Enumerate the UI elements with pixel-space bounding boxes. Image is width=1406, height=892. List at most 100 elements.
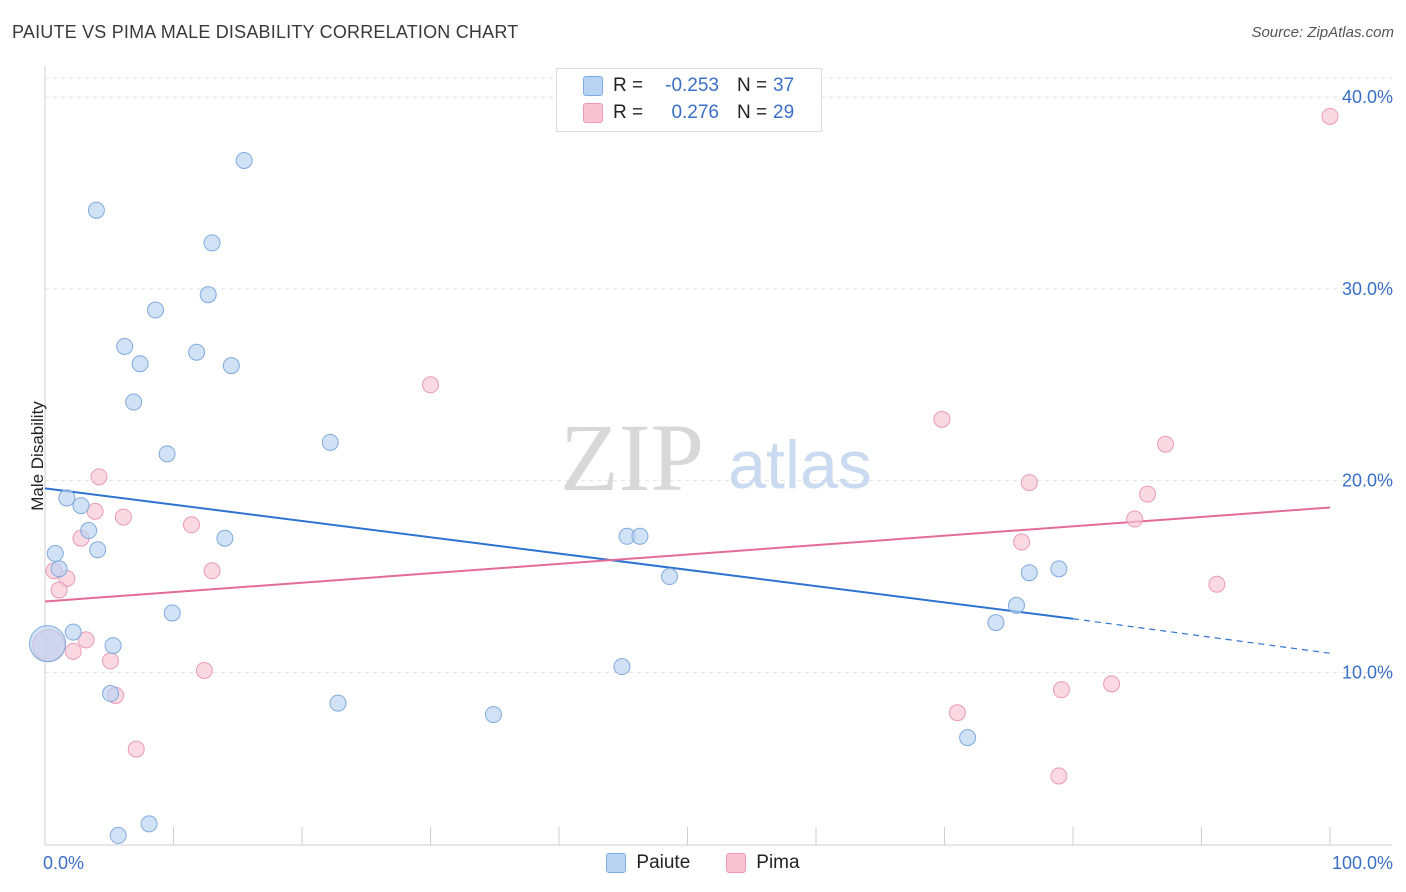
y-axis-label: Male Disability xyxy=(28,401,47,511)
pima-point xyxy=(86,502,104,520)
paiute-point xyxy=(1007,596,1025,614)
paiute-point xyxy=(58,489,76,507)
paiute-trend-line xyxy=(44,487,1074,620)
paiute-point xyxy=(89,541,107,559)
paiute-point xyxy=(203,234,221,252)
paiute-point xyxy=(216,529,234,547)
axes xyxy=(44,66,1392,846)
legend-row-paiute: R = -0.253 N = 37 xyxy=(583,75,794,97)
pima-trend-line xyxy=(44,506,1331,603)
paiute-point xyxy=(147,301,165,319)
legend-label-pima: Pima xyxy=(756,852,800,873)
y-tick-label: 30.0% xyxy=(1342,279,1393,299)
data-points xyxy=(29,107,1339,844)
pima-point xyxy=(1157,435,1175,453)
paiute-point xyxy=(235,151,253,169)
pima-point xyxy=(182,516,200,534)
pima-point xyxy=(1013,533,1031,551)
paiute-point xyxy=(109,826,127,844)
paiute-point xyxy=(116,337,134,355)
legend-item-paiute[interactable]: Paiute xyxy=(606,852,690,874)
pima-swatch xyxy=(726,853,747,873)
pima-point xyxy=(422,376,439,394)
watermark: ZIP atlas xyxy=(560,404,872,511)
paiute-point xyxy=(163,604,181,622)
paiute-point xyxy=(104,637,122,655)
paiute-point xyxy=(959,729,977,747)
y-tick-label: 20.0% xyxy=(1342,471,1393,491)
pima-point xyxy=(127,740,145,758)
paiute-point xyxy=(72,497,90,515)
paiute-point xyxy=(484,706,502,724)
paiute-point xyxy=(1020,564,1038,582)
paiute-point xyxy=(29,625,67,663)
pima-point xyxy=(203,562,221,580)
watermark-zip: ZIP xyxy=(560,404,704,511)
pima-point xyxy=(933,410,951,428)
paiute-swatch xyxy=(583,76,603,96)
paiute-point xyxy=(631,527,649,545)
chart-title: PAIUTE VS PIMA MALE DISABILITY CORRELATI… xyxy=(12,22,519,42)
legend-n-value: 29 xyxy=(773,102,795,123)
x-tick-label-max: 100.0% xyxy=(1332,853,1393,873)
pima-point xyxy=(90,468,108,486)
paiute-point xyxy=(80,522,98,540)
pima-point xyxy=(1321,107,1339,125)
trend-lines xyxy=(44,487,1331,654)
paiute-point xyxy=(661,568,679,586)
paiute-point xyxy=(125,393,143,411)
paiute-point xyxy=(50,560,68,578)
legend-row-pima: R = 0.276 N = 29 xyxy=(583,102,794,124)
pima-point xyxy=(1020,474,1038,492)
paiute-point xyxy=(87,201,105,219)
x-tick-label-min: 0.0% xyxy=(43,853,84,873)
paiute-point xyxy=(46,545,64,563)
tick-labels: 10.0% 20.0% 30.0% 40.0% 0.0% 100.0% xyxy=(43,87,1393,873)
pima-point xyxy=(1208,575,1226,593)
y-tick-label: 10.0% xyxy=(1342,662,1393,682)
series-legend: Paiute Pima xyxy=(0,852,1406,874)
pima-point xyxy=(195,662,213,680)
paiute-point xyxy=(222,357,240,375)
paiute-trend-extension xyxy=(1072,618,1331,654)
pima-point xyxy=(1139,485,1157,503)
pima-swatch xyxy=(583,103,603,123)
y-tick-label: 40.0% xyxy=(1342,87,1393,107)
legend-n-label: N = xyxy=(737,75,768,96)
paiute-swatch xyxy=(606,853,627,873)
paiute-point xyxy=(1050,560,1068,578)
source-credit: Source: ZipAtlas.com xyxy=(1251,24,1394,41)
pima-point xyxy=(948,704,966,722)
pima-point xyxy=(77,631,95,649)
legend-r-label: R = xyxy=(613,75,644,96)
paiute-point xyxy=(158,445,176,463)
legend-r-value: 0.276 xyxy=(671,102,719,123)
legend-n-label: N = xyxy=(737,102,768,123)
pima-point xyxy=(1103,675,1121,693)
pima-point xyxy=(64,642,82,660)
paiute-point xyxy=(329,694,347,712)
paiute-point xyxy=(987,614,1005,632)
legend-n-value: 37 xyxy=(773,75,795,96)
paiute-point xyxy=(140,815,158,833)
pima-point xyxy=(102,652,120,670)
pima-point xyxy=(1052,681,1070,699)
watermark-atlas: atlas xyxy=(728,427,872,503)
legend-r-value: -0.253 xyxy=(665,75,719,96)
legend-r-label: R = xyxy=(613,102,644,123)
paiute-point xyxy=(131,355,149,373)
paiute-point xyxy=(64,623,82,641)
paiute-point xyxy=(102,685,120,703)
pima-point xyxy=(50,581,68,599)
paiute-point xyxy=(321,433,339,451)
legend-label-paiute: Paiute xyxy=(636,852,691,873)
pima-point xyxy=(1126,510,1144,528)
stats-legend: R = -0.253 N = 37 R = 0.276 N = 29 xyxy=(556,68,822,132)
pima-point xyxy=(114,508,132,526)
paiute-point xyxy=(188,343,206,361)
paiute-point xyxy=(199,286,217,304)
legend-item-pima[interactable]: Pima xyxy=(726,852,800,874)
pima-point xyxy=(1050,767,1068,785)
paiute-point xyxy=(613,658,631,676)
